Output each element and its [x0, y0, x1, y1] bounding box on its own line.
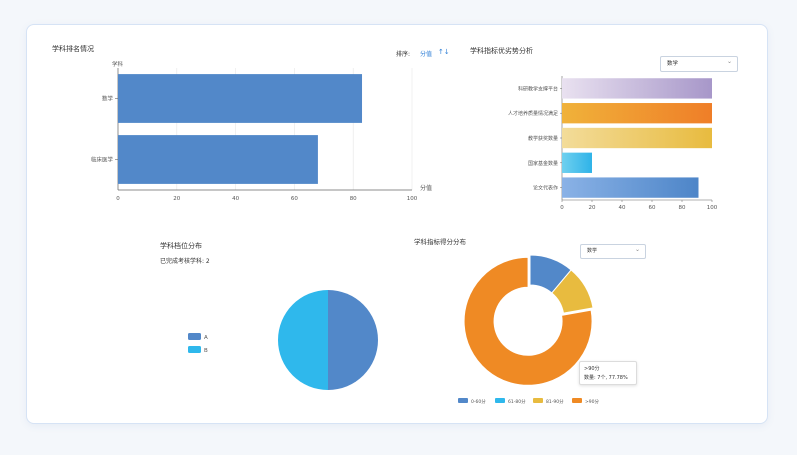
legend-label: 0-60分 — [471, 398, 486, 405]
chevron-down-icon: ⌄ — [726, 58, 732, 65]
y-tick-label: 教学获奖数量 — [528, 135, 558, 142]
bar-1 — [118, 74, 363, 123]
x-tick-label: 60 — [291, 196, 298, 202]
donut-slice-3 — [551, 269, 594, 314]
bar-3 — [562, 127, 712, 149]
ranking-y-axis-label: 学科 — [112, 62, 124, 68]
x-tick-label: 0 — [116, 196, 120, 202]
legend-swatch — [188, 346, 201, 353]
y-tick-label: 临床医学 — [91, 156, 114, 164]
chevron-down-icon: ⌄ — [634, 246, 640, 253]
y-tick-label: 科研教学支撑平台 — [518, 85, 558, 92]
tooltip-title: >90分 — [584, 366, 600, 372]
x-tick-label: 40 — [232, 196, 239, 202]
x-tick-label: 0 — [560, 205, 564, 211]
bar-2 — [118, 135, 318, 184]
score-select-value: 数学 — [587, 248, 598, 254]
tooltip-value: 数量: 7个, 77.78% — [584, 375, 628, 381]
legend-swatch — [458, 398, 468, 403]
x-tick-label: 20 — [589, 205, 596, 211]
indicator-subject-select[interactable]: 数学 ⌄ — [660, 56, 738, 72]
score-chart-title: 学科指标得分分布 — [414, 238, 466, 246]
x-tick-label: 80 — [350, 196, 357, 202]
indicator-chart-title: 学科指标优劣势分析 — [470, 47, 533, 55]
x-tick-label: 20 — [173, 196, 180, 202]
bar-4 — [562, 103, 712, 124]
tier-chart-title: 学科档位分布 — [160, 242, 202, 250]
score-tooltip: >90分 数量: 7个, 77.78% — [579, 361, 637, 385]
bar-5 — [562, 78, 712, 99]
legend-swatch — [533, 398, 543, 403]
x-tick-label: 100 — [407, 196, 418, 202]
y-tick-label: 论文代表作 — [533, 185, 558, 192]
sort-field-link[interactable]: 分值 — [420, 51, 433, 58]
indicator-select-value: 数学 — [667, 61, 679, 67]
legend-label: 81-90分 — [546, 398, 564, 405]
legend-swatch — [495, 398, 505, 403]
pie-slice-b — [277, 290, 328, 390]
x-tick-label: 60 — [649, 205, 656, 211]
bar-2 — [562, 152, 592, 173]
ranking-chart-title: 学科排名情况 — [52, 45, 94, 53]
legend-label: 61-80分 — [508, 398, 526, 405]
tier-pie-chart: AB — [188, 290, 379, 390]
legend-swatch — [572, 398, 582, 403]
sort-toggle-icon[interactable]: ↑↓ — [438, 48, 450, 56]
score-subject-select[interactable]: 数学 ⌄ — [580, 244, 646, 259]
y-tick-label: 国家基金数量 — [528, 160, 558, 167]
sort-label: 排序: — [396, 51, 411, 58]
x-tick-label: 100 — [707, 205, 718, 211]
x-tick-label: 40 — [619, 205, 626, 211]
tier-completed-count: 已完成考核学科: 2 — [160, 258, 210, 265]
legend-label: >90分 — [585, 398, 599, 405]
y-tick-label: 人才培养质量情况满足 — [508, 110, 558, 117]
x-tick-label: 80 — [679, 205, 686, 211]
bar-1 — [562, 177, 699, 198]
y-tick-label: 数学 — [102, 95, 114, 103]
x-axis-label: 分值 — [420, 184, 432, 192]
legend-label: A — [204, 335, 208, 341]
pie-slice-a — [328, 290, 379, 390]
donut-slice-4 — [463, 256, 593, 386]
score-donut-chart: 0-60分 61-80分 81-90分 >90分 — [458, 254, 599, 405]
legend-swatch — [188, 333, 201, 340]
legend-label: B — [204, 348, 208, 354]
